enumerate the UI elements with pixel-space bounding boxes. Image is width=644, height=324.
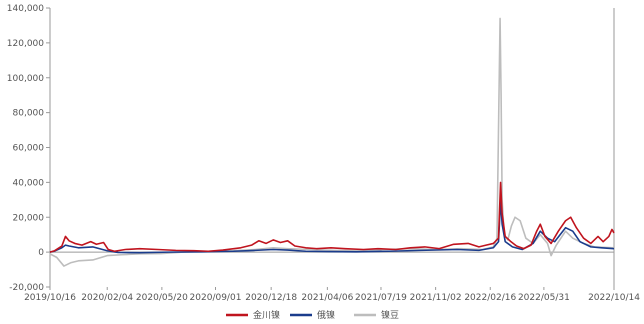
y-tick-label: 100,000 [7, 74, 44, 84]
y-tick-label: 60,000 [13, 144, 45, 154]
x-tick-label: 2022/10/14 [588, 293, 640, 303]
y-tick-label: 80,000 [13, 109, 45, 119]
y-tick-label: 20,000 [13, 213, 45, 223]
legend-label: 镍豆 [381, 309, 399, 321]
legend: 金川镍 俄镍 镍豆 [226, 309, 399, 321]
legend-label: 俄镍 [317, 309, 335, 321]
x-tick-label: 2021/07/19 [355, 293, 407, 303]
x-tick-label: 2020/09/01 [190, 293, 242, 303]
y-tick-label: 120,000 [7, 39, 44, 49]
y-tick-label: 40,000 [13, 178, 45, 188]
x-tick-label: 2021/11/02 [410, 293, 462, 303]
x-tick-label: 2022/02/16 [464, 293, 516, 303]
legend-label: 金川镍 [253, 309, 280, 321]
y-tick-label: 140,000 [7, 4, 44, 14]
x-tick-label: 2019/10/16 [24, 293, 76, 303]
x-tick-label: 2020/12/18 [245, 293, 297, 303]
series-layer [49, 17, 615, 267]
series-line-1 [49, 199, 615, 254]
x-tick-label: 2020/05/20 [136, 293, 188, 303]
x-tick-label: 2021/04/06 [301, 293, 353, 303]
y-tick-label: 0 [38, 248, 44, 258]
x-tick-label: 2020/02/04 [81, 293, 133, 303]
series-line-0 [49, 181, 615, 253]
series-line-2 [49, 17, 615, 267]
y-tick-label: -20,000 [9, 283, 44, 293]
x-tick-label: 2022/05/31 [518, 293, 570, 303]
y-axis: 140,000 120,000 100,000 80,000 60,000 40,000 2… [7, 4, 51, 293]
x-axis: 2019/10/16 2020/02/04 2020/05/20 2020/09/01… [24, 8, 640, 303]
